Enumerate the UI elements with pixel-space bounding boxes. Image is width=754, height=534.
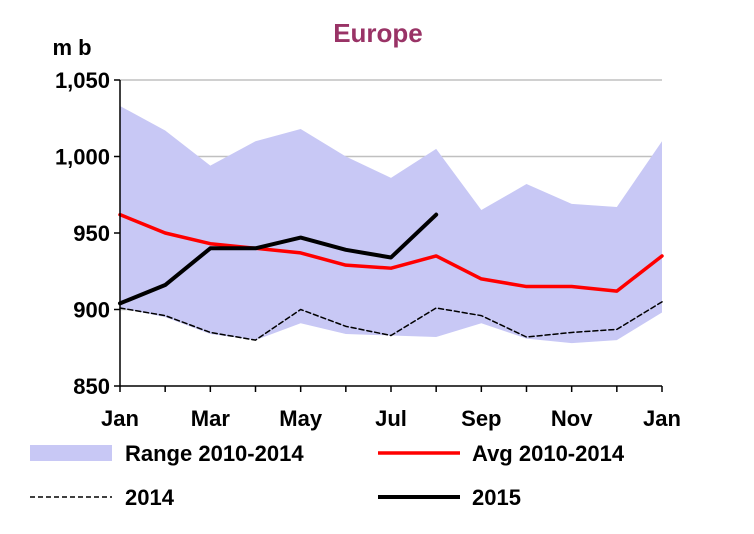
x-tick-label: May — [279, 406, 323, 431]
legend-label-range: Range 2010-2014 — [125, 441, 304, 466]
x-tick-label: Sep — [461, 406, 501, 431]
range-band-layer — [120, 106, 662, 344]
y-tick-label: 850 — [73, 374, 110, 399]
y-tick-label: 1,050 — [55, 68, 110, 93]
chart-title: Europe — [333, 18, 423, 48]
x-tick-label: Jan — [643, 406, 681, 431]
x-tick-label: Mar — [191, 406, 231, 431]
legend: Range 2010-2014 Avg 2010-2014 2014 2015 — [30, 441, 625, 510]
y-tick-labels: 850 900 950 1,000 1,050 — [55, 68, 110, 399]
x-tick-label: Jan — [101, 406, 139, 431]
y-axis-unit-label: m b — [52, 35, 91, 60]
range-band — [120, 106, 662, 344]
legend-swatch-range — [30, 445, 112, 461]
legend-label-y2015: 2015 — [472, 485, 521, 510]
series-line-y2015 — [118, 212, 439, 306]
axes — [114, 79, 663, 392]
legend-label-avg: Avg 2010-2014 — [472, 441, 625, 466]
y-tick-label: 950 — [73, 221, 110, 246]
x-tick-label: Nov — [551, 406, 593, 431]
series-lines-layer — [118, 212, 664, 341]
y-tick-label: 1,000 — [55, 145, 110, 170]
x-tick-label: Jul — [375, 406, 407, 431]
y-tick-label: 900 — [73, 298, 110, 323]
x-tick-labels: Jan Mar May Jul Sep Nov Jan — [101, 406, 681, 431]
legend-label-y2014: 2014 — [125, 485, 175, 510]
